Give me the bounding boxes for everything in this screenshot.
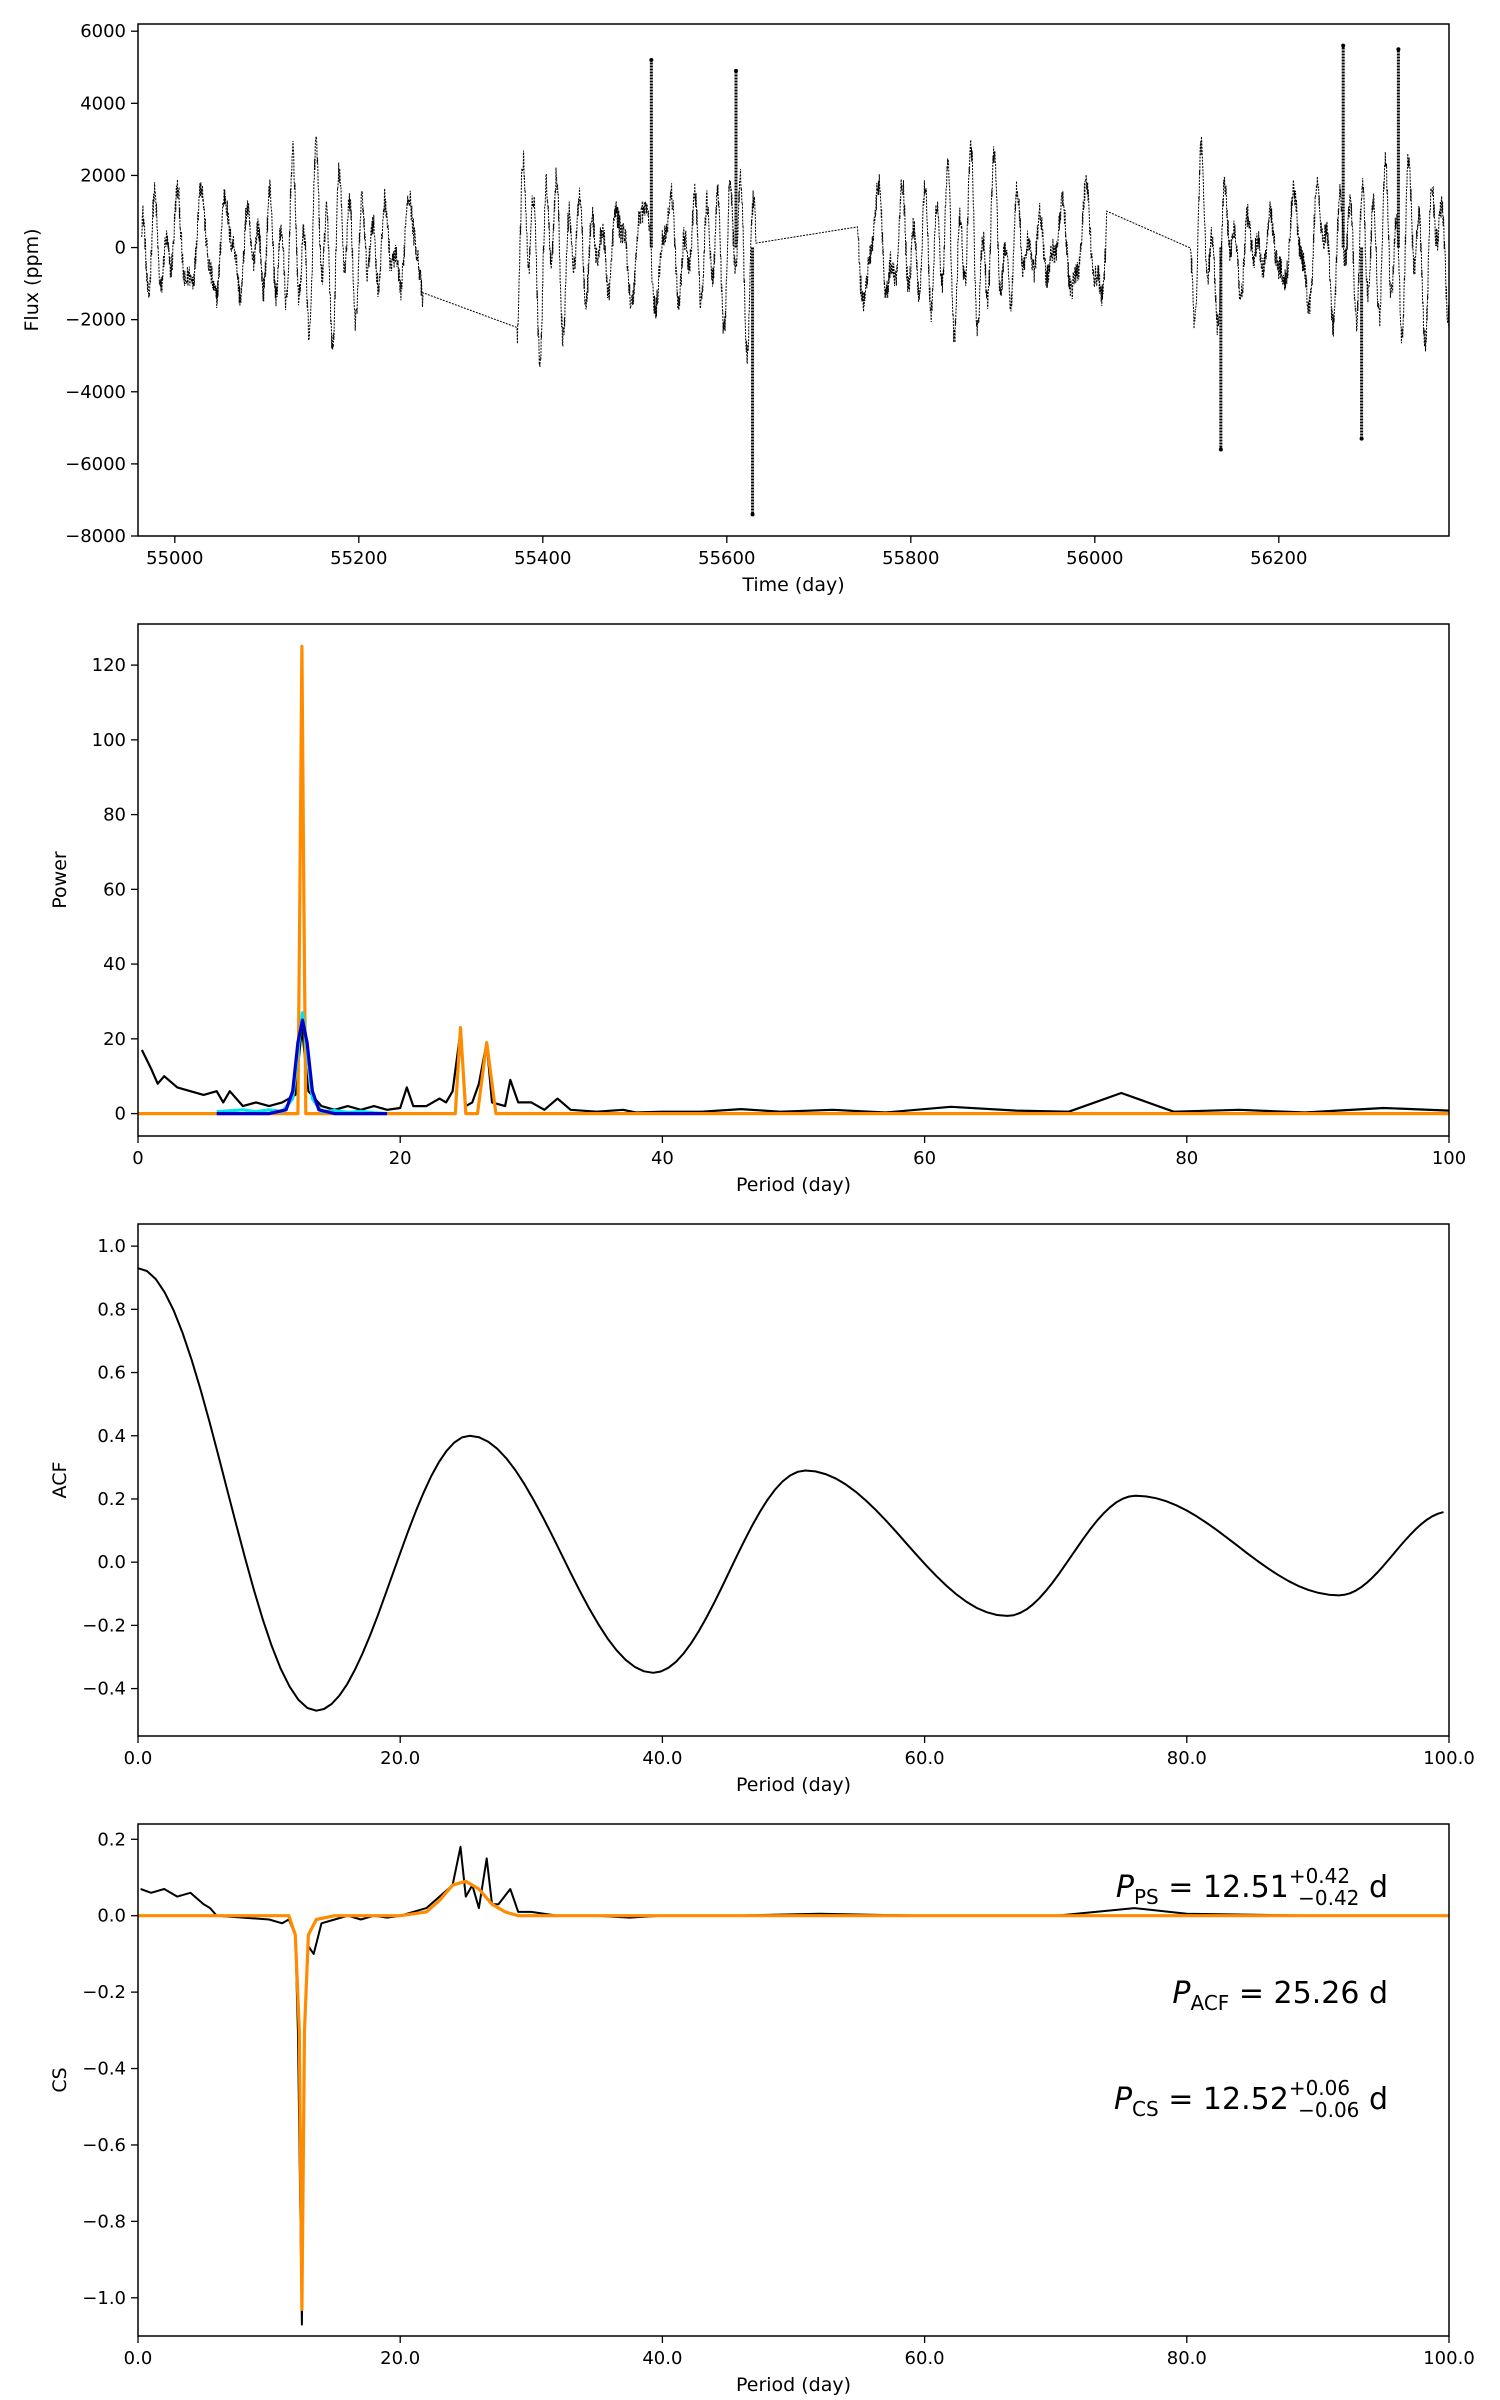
x-tick-label: 55200 (330, 548, 387, 569)
y-tick-label: 0.6 (97, 1363, 126, 1384)
power-spectrum-series-0 (140, 1026, 1449, 1114)
power-spectrum-axes-frame (137, 623, 1450, 1137)
annotation-p-cs: PCS = 12.52+0.06 −0.06 d (1114, 2076, 1388, 2122)
x-tick-label: 80.0 (1167, 1748, 1207, 1769)
x-tick-label: 40 (651, 1148, 674, 1169)
lightcurve-panel: 55000 55200 55400 55600 55800 56000 56200 −8000… (21, 21, 1450, 596)
x-tick-label: 20 (389, 1148, 412, 1169)
x-tick-label: 60.0 (905, 2348, 945, 2369)
x-tick-label: 60 (913, 1148, 936, 1169)
x-tick-label: 55600 (698, 548, 755, 569)
y-tick-label: 120 (92, 655, 126, 676)
power-spectrum-series-3 (216, 1018, 388, 1116)
x-tick-label: 80.0 (1167, 2348, 1207, 2369)
flux-extreme-point (1396, 47, 1401, 52)
x-tick-label: 0 (132, 1148, 143, 1169)
y-tick-label: −6000 (65, 454, 126, 475)
x-tick-label: 60.0 (905, 1748, 945, 1769)
y-tick-label: 4000 (80, 93, 126, 114)
x-tick-label: 20.0 (380, 2348, 420, 2369)
x-tick-label: 56200 (1250, 548, 1307, 569)
x-tick-label: 100 (1432, 1148, 1466, 1169)
x-axis-label: Period (day) (736, 1774, 851, 1796)
y-tick-label: 6000 (80, 21, 126, 42)
y-tick-label: −8000 (65, 526, 126, 547)
x-axis-label: Time (day) (741, 574, 844, 596)
y-tick-label: 60 (103, 879, 126, 900)
y-tick-label: −2000 (65, 310, 126, 331)
y-tick-label: −1.0 (82, 2288, 126, 2309)
y-tick-label: 2000 (80, 165, 126, 186)
annotation-p-ps: PPS = 12.51+0.42 −0.42 d (1116, 1864, 1388, 1910)
y-tick-label: −0.2 (82, 1615, 126, 1636)
power-spectrum-panel: 0 20 40 60 80 100 0 20 40 60 80 100 120 Period (day) P… (49, 623, 1466, 1196)
x-tick-label: 55400 (514, 548, 571, 569)
y-axis-label: ACF (49, 1462, 71, 1499)
y-tick-label: 0 (115, 238, 126, 259)
x-tick-label: 100.0 (1423, 1748, 1475, 1769)
composite-spectrum-axes-frame (137, 1823, 1450, 2337)
y-tick-label: 100 (92, 730, 126, 751)
y-axis-label: Power (49, 851, 71, 909)
flux-points (141, 135, 1449, 368)
y-tick-label: −0.6 (82, 2135, 126, 2156)
lightcurve-axes-frame (137, 23, 1450, 537)
y-tick-label: 0.2 (97, 1829, 126, 1850)
x-tick-label: 40.0 (642, 1748, 682, 1769)
flux-extreme-point (1341, 43, 1346, 48)
x-axis-label: Period (day) (736, 2374, 851, 2396)
acf-axes-frame (137, 1223, 1450, 1737)
lightcurve-data (141, 43, 1449, 517)
acf-panel: 0.0 20.0 40.0 60.0 80.0 100.0 −0.4 −0.2 0.0 0.2 0.… (49, 1223, 1475, 1796)
acf-series-0 (138, 1267, 1444, 1712)
y-tick-label: −0.4 (82, 1679, 126, 1700)
x-tick-label: 100.0 (1423, 2348, 1475, 2369)
y-tick-label: 0.4 (97, 1426, 126, 1447)
annotation-p-acf: PACF = 25.26 d (1172, 1976, 1388, 2015)
x-tick-label: 55000 (146, 548, 203, 569)
y-tick-label: −4000 (65, 382, 126, 403)
y-tick-label: 20 (103, 1029, 126, 1050)
composite-spectrum-series-1 (138, 1879, 1449, 2311)
acf-data (138, 1267, 1444, 1712)
y-tick-label: 0.8 (97, 1299, 126, 1320)
x-axis-label: Period (day) (736, 1174, 851, 1196)
y-tick-label: 0.0 (97, 1906, 126, 1927)
y-tick-label: −0.4 (82, 2059, 126, 2080)
y-tick-label: −0.2 (82, 1982, 126, 2003)
y-axis-label: Flux (ppm) (21, 229, 43, 332)
x-tick-label: 80 (1175, 1148, 1198, 1169)
x-tick-label: 0.0 (124, 1748, 153, 1769)
power-spectrum-series-1 (138, 644, 1449, 1116)
x-tick-label: 0.0 (124, 2348, 153, 2369)
y-axis-label: CS (49, 2067, 71, 2092)
composite-spectrum-data (138, 1845, 1449, 2326)
y-tick-label: 1.0 (97, 1236, 126, 1257)
x-tick-label: 20.0 (380, 1748, 420, 1769)
x-tick-label: 55800 (882, 548, 939, 569)
y-tick-label: 0.2 (97, 1489, 126, 1510)
y-tick-label: −0.8 (82, 2211, 126, 2232)
x-tick-label: 40.0 (642, 2348, 682, 2369)
y-tick-label: 80 (103, 805, 126, 826)
composite-spectrum-panel: PPS = 12.51+0.42 −0.42 d PACF = 25.26 d P… (49, 1823, 1475, 2396)
y-tick-label: 0.0 (97, 1552, 126, 1573)
y-tick-label: 0 (115, 1104, 126, 1125)
power-spectrum-data (138, 644, 1449, 1116)
x-tick-label: 56000 (1066, 548, 1123, 569)
y-tick-label: 40 (103, 954, 126, 975)
